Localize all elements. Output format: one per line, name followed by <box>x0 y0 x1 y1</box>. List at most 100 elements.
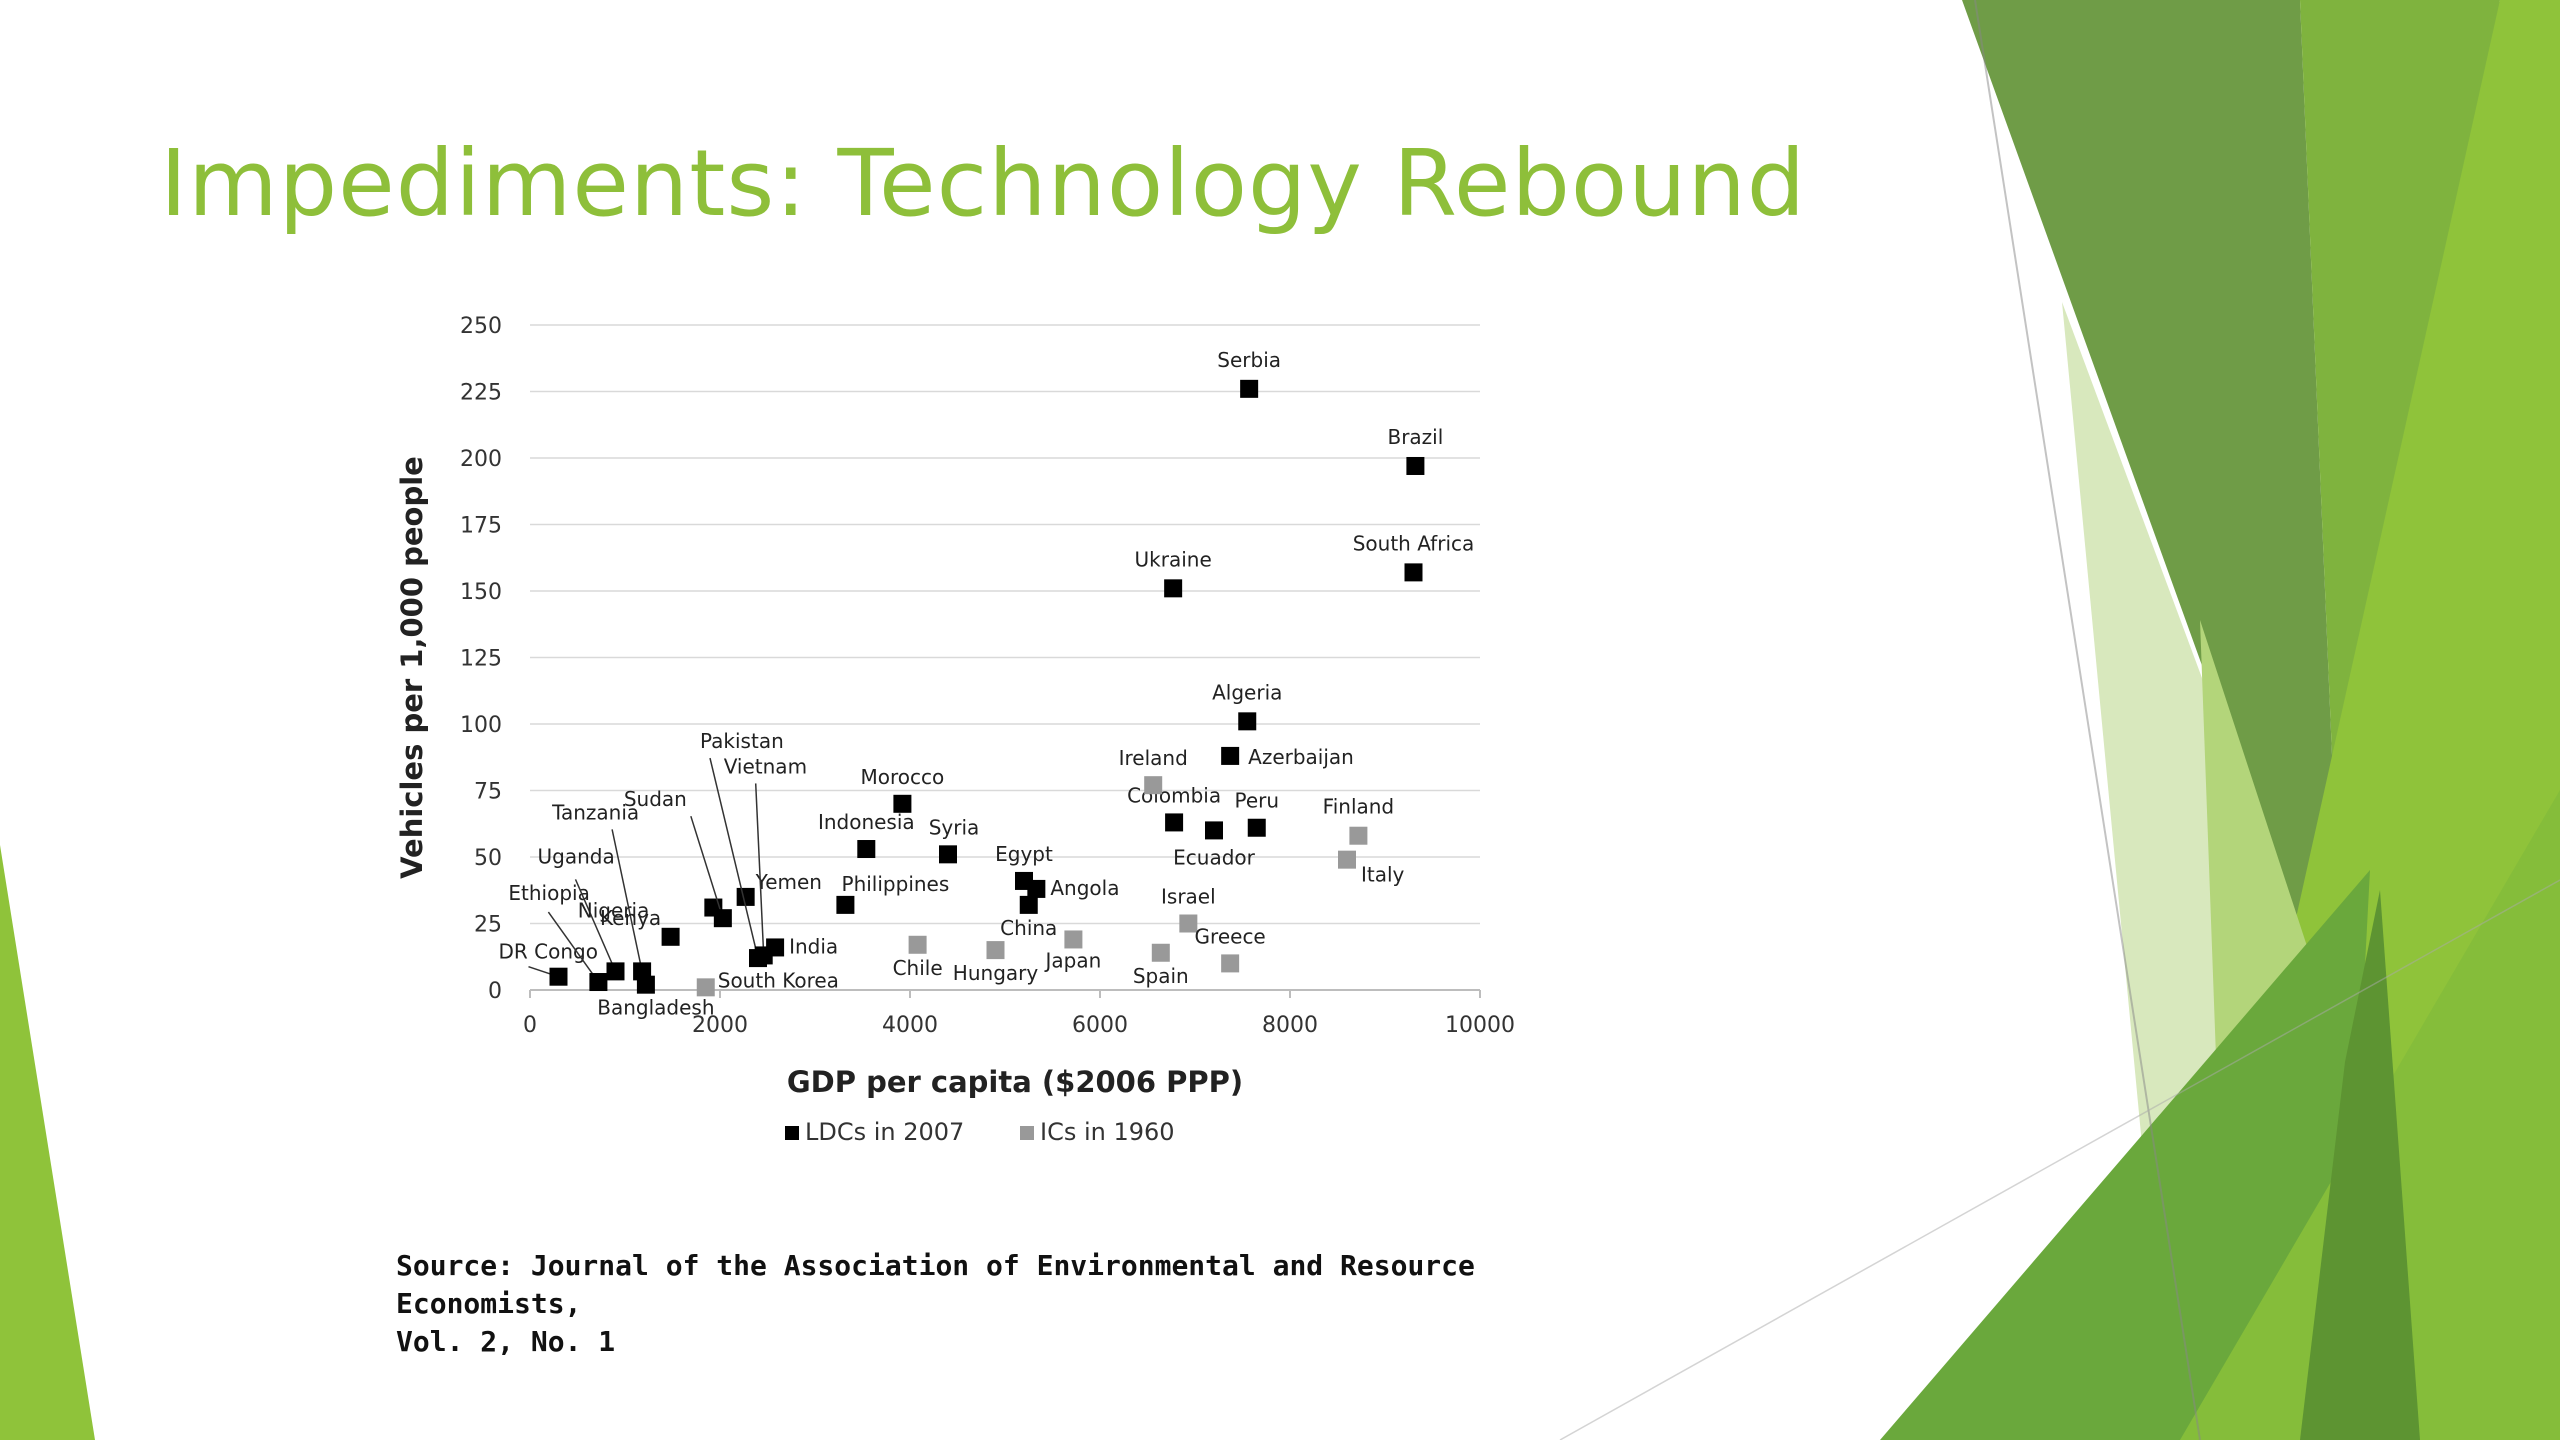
thin-decor-line-1 <box>1974 0 2201 1440</box>
leader-line <box>754 783 765 956</box>
data-point <box>1247 818 1266 837</box>
data-label: Finland <box>1323 795 1394 819</box>
data-point <box>857 840 876 859</box>
legend-marker <box>785 1126 799 1140</box>
slide-title: Impediments: Technology Rebound <box>160 130 1807 237</box>
data-label: Israel <box>1161 885 1216 909</box>
data-label: China <box>1000 916 1057 940</box>
data-point <box>1144 776 1163 795</box>
data-point <box>1179 914 1198 933</box>
y-tick-label: 125 <box>460 647 502 672</box>
x-tick-label: 2000 <box>692 1013 748 1038</box>
data-label: Kenya <box>600 906 661 930</box>
data-point <box>939 845 957 864</box>
data-label: Serbia <box>1217 348 1281 372</box>
data-label: Spain <box>1133 964 1189 988</box>
data-label: Greece <box>1195 924 1266 948</box>
data-point <box>696 978 715 997</box>
source-line-2: Vol. 2, No. 1 <box>396 1325 616 1358</box>
data-point <box>1404 563 1423 582</box>
data-label: Uganda <box>538 844 615 868</box>
data-label: Ecuador <box>1173 845 1255 869</box>
data-point <box>908 935 927 954</box>
thin-decor-line-2 <box>1559 879 2560 1440</box>
data-point <box>1349 826 1368 845</box>
data-point <box>1240 379 1259 398</box>
data-label: Algeria <box>1212 680 1282 704</box>
data-label: Italy <box>1361 863 1405 887</box>
data-point <box>766 938 785 957</box>
data-point <box>893 794 912 813</box>
data-label: South Korea <box>718 968 839 992</box>
source-line-1: Source: Journal of the Association of En… <box>396 1249 1475 1320</box>
data-point <box>1205 821 1223 840</box>
data-label: Brazil <box>1387 425 1443 449</box>
data-label: Sudan <box>624 787 687 811</box>
data-label: India <box>789 934 838 958</box>
data-point <box>1165 813 1184 832</box>
data-point <box>1238 712 1257 731</box>
left-green-sliver <box>0 845 95 1440</box>
x-tick-label: 8000 <box>1262 1013 1318 1038</box>
legend-label: LDCs in 2007 <box>805 1118 964 1146</box>
leader-line <box>611 829 643 972</box>
y-tick-label: 225 <box>460 381 502 406</box>
data-label: Peru <box>1234 789 1279 813</box>
mid-dark-facet <box>2300 890 2420 1440</box>
data-label: Nigeria <box>578 899 650 923</box>
leader-line <box>690 815 724 919</box>
bottom-green-facet <box>1880 870 2370 1440</box>
data-label: Ireland <box>1119 746 1188 770</box>
x-tick-label: 10000 <box>1445 1013 1515 1038</box>
data-point <box>589 973 608 992</box>
data-point <box>1221 746 1240 765</box>
data-label: Philippines <box>842 872 950 896</box>
legend-label: ICs in 1960 <box>1040 1118 1175 1146</box>
data-label: Yemen <box>755 870 822 894</box>
y-tick-label: 175 <box>460 514 502 539</box>
data-point <box>1338 850 1356 869</box>
data-point <box>1164 579 1183 598</box>
x-axis-title: GDP per capita ($2006 PPP) <box>787 1065 1243 1099</box>
y-axis-title: Vehicles per 1,000 people <box>395 456 429 879</box>
data-point <box>636 975 655 994</box>
data-point <box>836 895 855 914</box>
data-label: Pakistan <box>700 729 784 753</box>
data-label: Ukraine <box>1135 547 1212 571</box>
data-point <box>1406 456 1425 475</box>
legend-marker <box>1020 1126 1034 1140</box>
data-label: Angola <box>1050 876 1119 900</box>
y-tick-label: 75 <box>474 780 502 805</box>
data-point <box>713 909 732 928</box>
leader-line <box>709 757 759 959</box>
data-label: Colombia <box>1127 783 1221 807</box>
data-point <box>606 962 625 981</box>
leader-line <box>574 879 617 972</box>
x-tick-label: 4000 <box>882 1013 938 1038</box>
data-label: Japan <box>1044 948 1102 972</box>
data-label: Morocco <box>861 765 945 789</box>
data-label: Chile <box>893 956 943 980</box>
scatter-chart: 0 25 50 75 100 125 150 175 200 225 250 0 2000 4000 600… <box>395 314 1515 1146</box>
data-point <box>1221 954 1240 973</box>
data-point <box>1019 895 1038 914</box>
data-point <box>986 941 1005 960</box>
data-point <box>549 967 568 986</box>
data-label: DR Congo <box>499 940 598 964</box>
data-point <box>736 887 755 906</box>
data-point <box>661 927 680 946</box>
leader-line <box>547 911 600 983</box>
data-label: Hungary <box>953 961 1039 985</box>
source-citation: Source: Journal of the Association of En… <box>396 1247 1546 1361</box>
x-tick-label: 0 <box>523 1013 537 1038</box>
data-label: Ethiopia <box>508 881 589 905</box>
y-tick-label: 100 <box>460 713 502 738</box>
data-label: Egypt <box>995 842 1053 866</box>
data-point <box>1151 943 1170 962</box>
data-label: Azerbaijan <box>1248 745 1354 769</box>
data-point <box>1027 879 1046 898</box>
y-tick-label: 25 <box>474 913 502 938</box>
x-tick-label: 6000 <box>1072 1013 1128 1038</box>
data-label: Vietnam <box>724 754 807 778</box>
